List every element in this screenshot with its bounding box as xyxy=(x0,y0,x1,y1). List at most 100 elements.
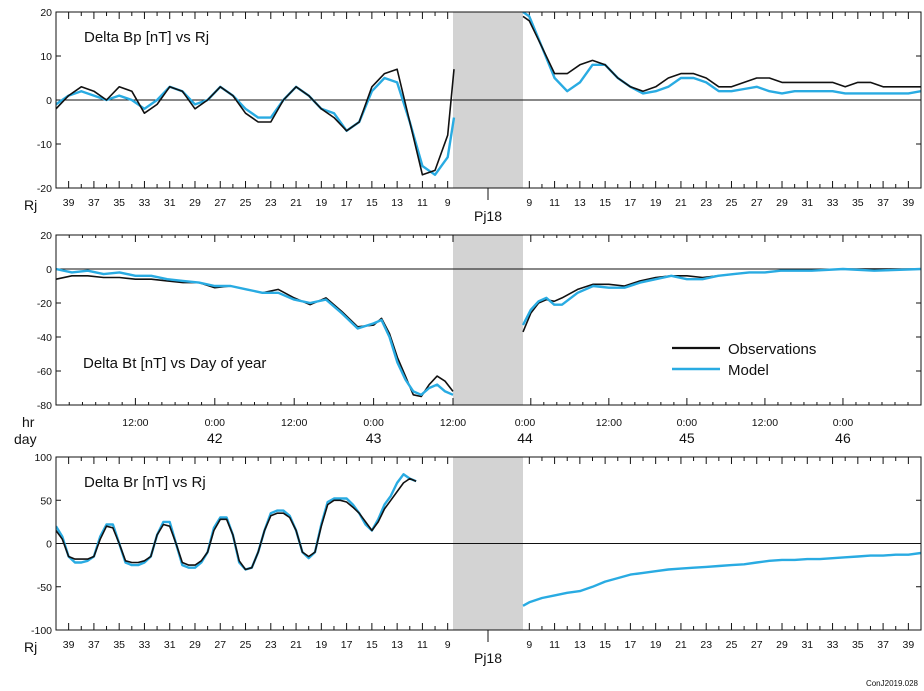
day-label: 46 xyxy=(835,430,851,446)
x-axis-label-day: day xyxy=(14,431,37,447)
observations-line xyxy=(522,268,921,333)
panel-title: Delta Bp [nT] vs Rj xyxy=(84,29,209,46)
y-tick-label: -100 xyxy=(31,625,52,637)
x-tick-label: 13 xyxy=(574,197,586,209)
x-tick-label: 39 xyxy=(903,197,915,209)
panel-title: Delta Bt [nT] vs Day of year xyxy=(83,355,266,372)
observations-line xyxy=(56,68,455,176)
x-tick-label: 12:00 xyxy=(122,417,148,429)
x-tick-label: 11 xyxy=(549,197,560,209)
x-tick-label: 37 xyxy=(877,639,889,651)
perijove-label: Pj18 xyxy=(474,650,502,666)
observations-line xyxy=(522,15,921,92)
x-tick-label: 33 xyxy=(827,197,839,209)
x-tick-label: 12:00 xyxy=(281,417,307,429)
x-tick-label: 31 xyxy=(801,639,813,651)
x-tick-label: 15 xyxy=(599,197,611,209)
plot-frame xyxy=(55,456,922,631)
x-tick-label: 13 xyxy=(391,639,403,651)
x-tick-label: 19 xyxy=(315,197,327,209)
x-tick-label: 21 xyxy=(290,197,302,209)
x-tick-label: 11 xyxy=(549,639,560,651)
y-tick-label: 0 xyxy=(46,539,52,551)
y-tick-label: -50 xyxy=(37,582,52,594)
x-tick-label: 25 xyxy=(726,639,738,651)
y-tick-label: 50 xyxy=(40,495,52,507)
x-tick-label: 23 xyxy=(265,639,277,651)
x-tick-label: 33 xyxy=(827,639,839,651)
x-tick-label: 9 xyxy=(526,197,532,209)
day-label: 42 xyxy=(207,430,223,446)
x-tick-label: 23 xyxy=(265,197,277,209)
x-axis-label: Rj xyxy=(24,197,37,213)
day-label: 44 xyxy=(517,430,533,446)
x-tick-label: 17 xyxy=(341,197,353,209)
observations-line xyxy=(56,274,454,398)
x-tick-label: 29 xyxy=(189,639,201,651)
x-tick-label: 19 xyxy=(650,197,662,209)
plot-frame xyxy=(55,11,922,189)
y-tick-label: 100 xyxy=(34,452,52,464)
day-label: 43 xyxy=(366,430,382,446)
panel-br: 100 50 0 -50 -100 39 37 35 33 31 29 27 25 23 21 19 17 15 1… xyxy=(24,452,922,666)
x-tick-label: 21 xyxy=(675,639,687,651)
x-tick-label: 35 xyxy=(113,639,125,651)
x-tick-label: 29 xyxy=(776,639,788,651)
x-tick-label: 29 xyxy=(776,197,788,209)
x-tick-label: 15 xyxy=(599,639,611,651)
x-tick-label: 29 xyxy=(189,197,201,209)
x-tick-label: 23 xyxy=(700,639,712,651)
x-tick-label: 35 xyxy=(852,639,864,651)
x-tick-label: 13 xyxy=(574,639,586,651)
y-tick-label: -80 xyxy=(37,400,52,412)
data-gap xyxy=(453,235,523,405)
plot-frame xyxy=(55,234,922,406)
y-tick-label: 20 xyxy=(40,7,52,19)
x-tick-label: 27 xyxy=(214,197,226,209)
x-tick-label: 31 xyxy=(164,197,176,209)
x-tick-label: 33 xyxy=(139,639,151,651)
perijove-label: Pj18 xyxy=(474,208,502,224)
x-tick-label: 35 xyxy=(852,197,864,209)
x-tick-label: 25 xyxy=(726,197,738,209)
day-label: 45 xyxy=(679,430,695,446)
legend-observations-label: Observations xyxy=(728,341,816,358)
x-axis-label: Rj xyxy=(24,639,37,655)
y-tick-label: -40 xyxy=(37,332,52,344)
x-tick-label: 15 xyxy=(366,639,378,651)
y-tick-label: 10 xyxy=(40,51,52,63)
model-line xyxy=(522,551,921,607)
y-tick-label: -60 xyxy=(37,366,52,378)
legend-model-label: Model xyxy=(728,362,769,379)
y-tick-label: -10 xyxy=(37,139,52,151)
y-tick-label: -20 xyxy=(37,298,52,310)
x-tick-label: 17 xyxy=(341,639,353,651)
x-tick-label: 27 xyxy=(214,639,226,651)
x-tick-label: 39 xyxy=(903,639,915,651)
model-line xyxy=(56,267,454,396)
x-tick-label: 37 xyxy=(88,639,100,651)
x-tick-label: 25 xyxy=(240,197,252,209)
y-tick-label: -20 xyxy=(37,183,52,195)
panel-title: Delta Br [nT] vs Rj xyxy=(84,474,206,491)
x-tick-label: 27 xyxy=(751,197,763,209)
x-tick-label: 0:00 xyxy=(205,417,226,429)
x-tick-label: 33 xyxy=(139,197,151,209)
model-line xyxy=(521,267,921,326)
x-tick-label: 11 xyxy=(417,639,428,651)
y-tick-label: 0 xyxy=(46,264,52,276)
y-tick-label: 20 xyxy=(40,230,52,242)
x-tick-label: 31 xyxy=(164,639,176,651)
x-tick-label: 13 xyxy=(391,197,403,209)
x-tick-label: 9 xyxy=(526,639,532,651)
x-tick-label: 21 xyxy=(290,639,302,651)
figure-credit: ConJ2019.028 xyxy=(866,679,919,688)
x-tick-label: 19 xyxy=(650,639,662,651)
x-tick-label: 0:00 xyxy=(363,417,384,429)
x-tick-label: 0:00 xyxy=(677,417,698,429)
panel-bt: 20 0 -20 -40 -60 -80 12:00 0:00 12:00 0:00 12:00 0:… xyxy=(14,230,922,447)
x-tick-label: 12:00 xyxy=(596,417,622,429)
model-line xyxy=(56,76,456,177)
x-tick-label: 39 xyxy=(63,639,75,651)
